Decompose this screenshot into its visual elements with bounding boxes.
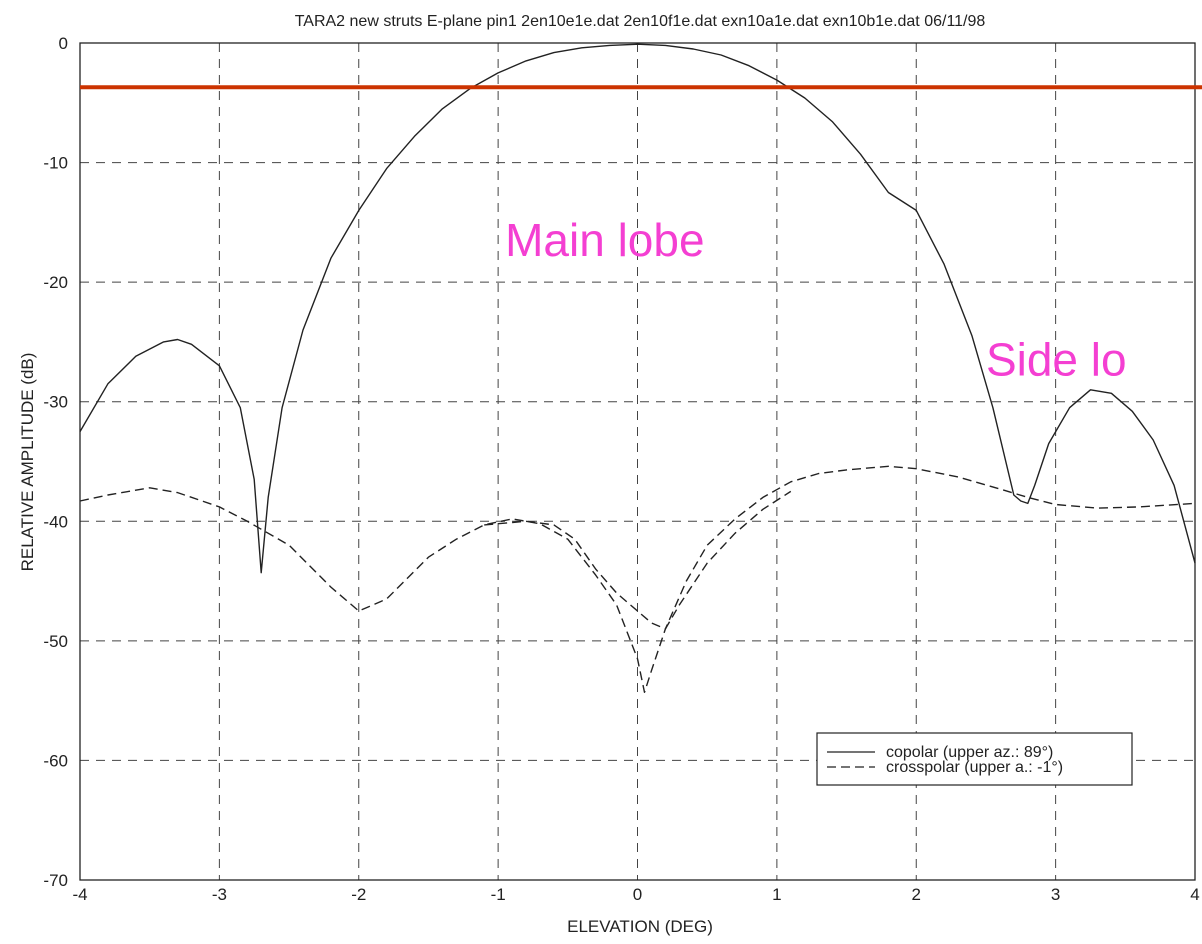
x-tick-label: -3: [212, 885, 227, 904]
y-tick-label: 0: [59, 34, 68, 53]
y-tick-label: -70: [43, 871, 68, 890]
y-tick-label: -20: [43, 273, 68, 292]
x-axis-ticks: -4 -3 -2 -1 0 1 2 3 4: [72, 885, 1199, 904]
chart-title: TARA2 new struts E-plane pin1 2en10e1e.d…: [295, 13, 986, 30]
y-axis-label: RELATIVE AMPLITUDE (dB): [18, 353, 37, 572]
y-tick-label: -10: [43, 154, 68, 173]
y-axis-ticks: 0 -10 -20 -30 -40 -50 -60 -70: [43, 34, 68, 890]
y-tick-label: -50: [43, 632, 68, 651]
annotation-2: Side lo: [986, 333, 1127, 385]
y-tick-label: -60: [43, 751, 68, 770]
x-tick-label: 4: [1190, 885, 1199, 904]
annotation-1: Main lobe: [505, 214, 704, 266]
x-tick-label: 2: [912, 885, 921, 904]
x-tick-label: 0: [633, 885, 642, 904]
x-axis-label: ELEVATION (DEG): [567, 917, 713, 936]
x-tick-label: -1: [491, 885, 506, 904]
y-tick-label: -40: [43, 512, 68, 531]
x-tick-label: -2: [351, 885, 366, 904]
x-tick-label: -4: [72, 885, 87, 904]
x-tick-label: 1: [772, 885, 781, 904]
legend-label-2: crosspolar (upper a.: -1°): [886, 759, 1063, 776]
legend: copolar (upper az.: 89°)crosspolar (uppe…: [817, 733, 1132, 785]
annotations: Main lobe Side lo: [505, 214, 1127, 386]
y-tick-label: -30: [43, 393, 68, 412]
x-tick-label: 3: [1051, 885, 1060, 904]
